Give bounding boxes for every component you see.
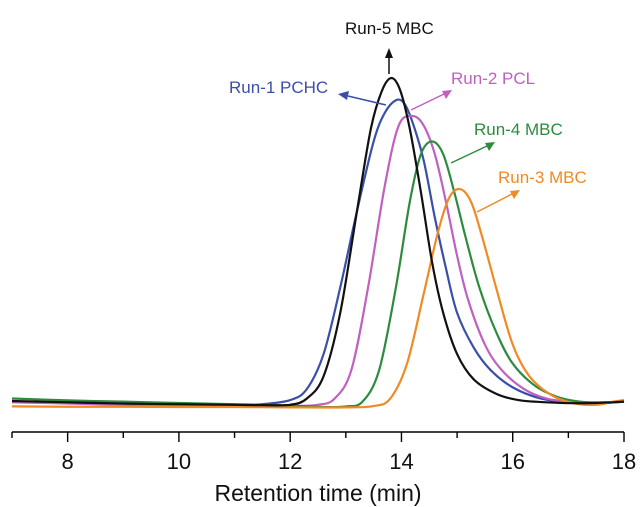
annotation-run-3-mbc: Run-3 MBC [476,168,587,213]
x-tick-label: 14 [389,449,413,474]
arrow-run-1-pchc [347,95,387,106]
annotation-run-4-mbc: Run-4 MBC [450,120,563,164]
x-tick-label: 8 [62,449,74,474]
label-run-2-pcl: Run-2 PCL [451,69,535,88]
series-line-run-1-pchc [11,98,625,407]
arrowhead-run-5-mbc [385,48,393,58]
annotations: Run-5 MBC Run-1 PCHC Run-2 PCL Run-4 MBC… [229,19,587,213]
arrow-run-3-mbc [476,193,513,213]
arrowhead-run-4-mbc [485,142,495,151]
x-tick-label: 18 [612,449,636,474]
label-run-4-mbc: Run-4 MBC [474,120,563,139]
series-line-run-3-mbc [11,187,625,409]
label-run-1-pchc: Run-1 PCHC [229,78,328,97]
x-tick-label: 16 [500,449,524,474]
series-line-run-2-pcl [11,114,625,408]
label-run-3-mbc: Run-3 MBC [498,168,587,187]
arrowhead-run-2-pcl [442,90,452,99]
x-axis: 8 10 12 14 16 18 Retention time (min) [11,431,636,506]
arrow-run-2-pcl [410,93,445,111]
series-curves [11,76,625,409]
label-run-5-mbc: Run-5 MBC [345,19,434,38]
arrow-run-4-mbc [450,145,488,164]
annotation-run-2-pcl: Run-2 PCL [410,69,535,111]
x-tick-label: 12 [278,449,302,474]
arrowhead-run-3-mbc [510,190,520,199]
x-tick-label: 10 [167,449,191,474]
annotation-run-5-mbc: Run-5 MBC [345,19,434,74]
series-line-run-5-mbc [11,76,625,407]
annotation-run-1-pchc: Run-1 PCHC [229,78,387,106]
x-axis-ticks: 8 10 12 14 16 18 [11,432,636,474]
arrowhead-run-1-pchc [338,91,349,100]
x-axis-label: Retention time (min) [214,480,421,506]
